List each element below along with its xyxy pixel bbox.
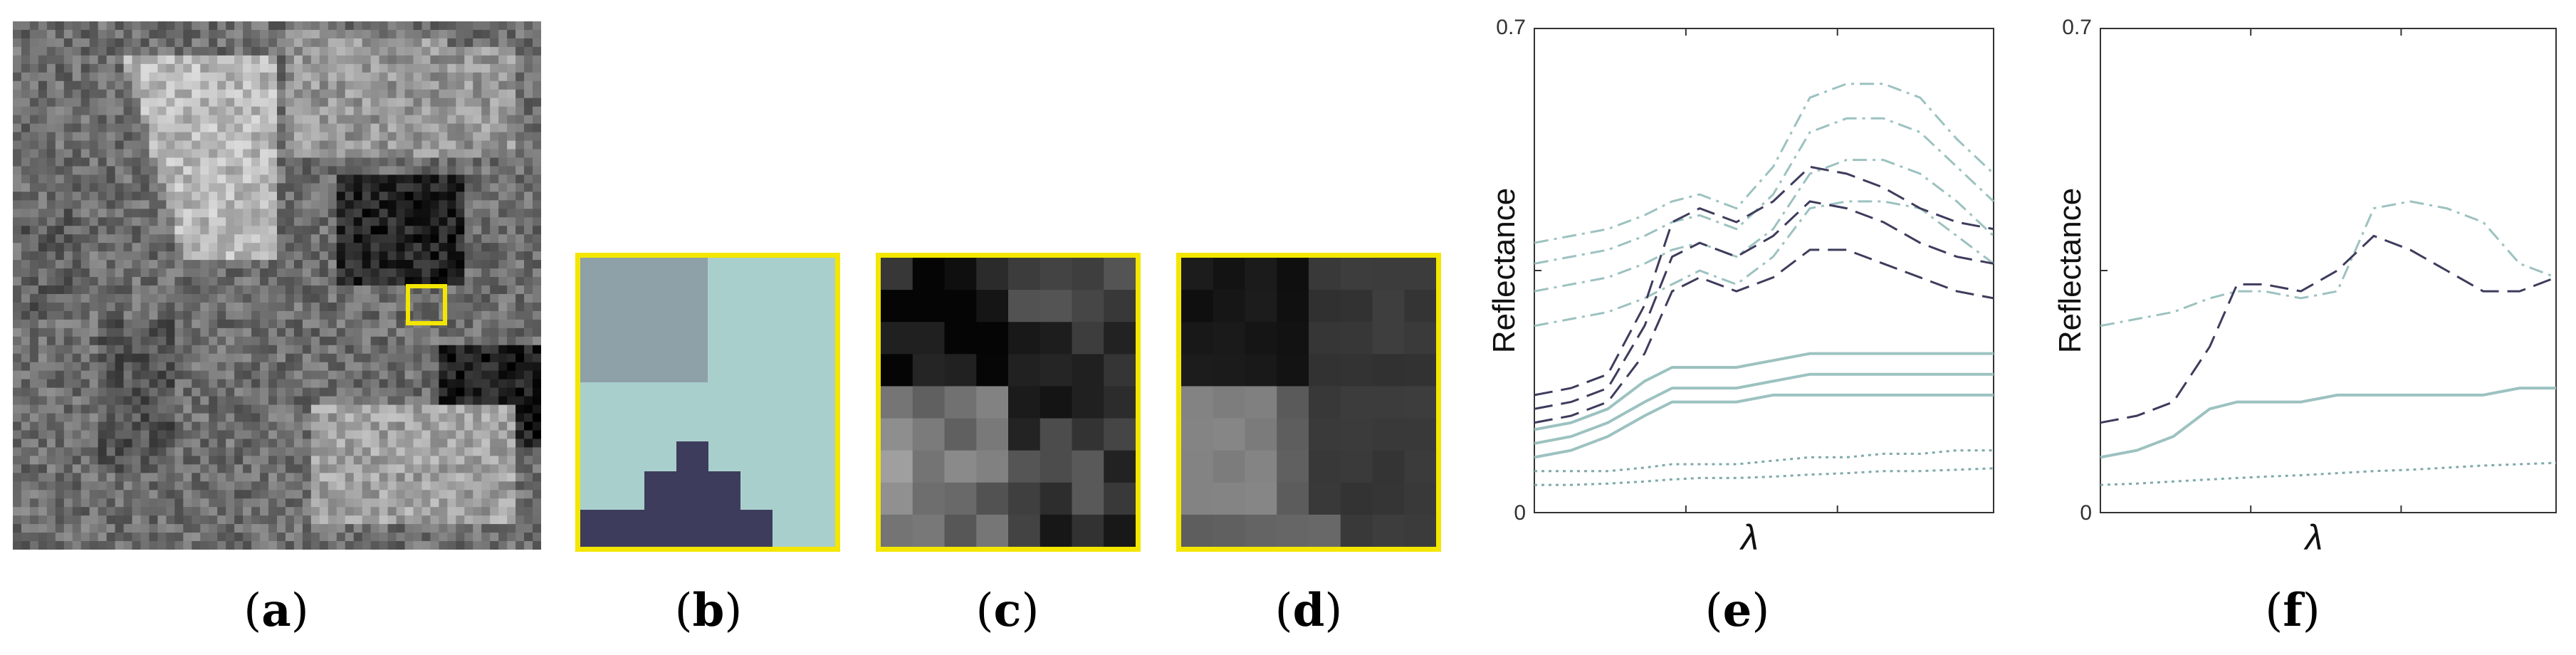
hyperspectral-band-image <box>13 21 542 550</box>
panel-c-tile <box>876 253 1141 552</box>
chart-f-xlabel: λ <box>2303 518 2323 557</box>
chart-f-ytick-label-top: 0.7 <box>2062 16 2092 39</box>
chart-e-xlabel: λ <box>1739 518 1759 557</box>
chart-e-ytick-label-0: 0 <box>1514 501 1526 525</box>
chart-f-series-line <box>2100 461 2557 486</box>
chart-f-series-line <box>2100 234 2557 424</box>
chart-e-ytick-label-top: 0.7 <box>1496 16 1526 39</box>
chart-f-series-line <box>2100 387 2556 459</box>
chart-e-series-line <box>1534 372 1994 445</box>
chart-e-series-line <box>1534 393 1994 459</box>
chart-e-series-line <box>1534 159 1995 293</box>
chart-f-series-line <box>2100 200 2557 328</box>
caption-b: (b) <box>674 584 743 637</box>
caption-e: (e) <box>1705 584 1770 637</box>
panel-d-tile <box>1176 253 1441 552</box>
spectra-chart-e: 0 0.7 Reflectance λ <box>1487 16 1995 557</box>
caption-a: (a) <box>244 584 309 637</box>
caption-d: (d) <box>1274 584 1343 637</box>
highlight-box <box>406 284 447 325</box>
chart-e-series-line <box>1534 165 1994 397</box>
spectra-chart-f: 0 0.7 Reflectance λ <box>2053 16 2557 557</box>
panel-b-graphic <box>580 258 835 547</box>
chart-f-ytick-label-0: 0 <box>2080 501 2092 525</box>
region-dark <box>580 441 773 547</box>
chart-e-series-line <box>1534 449 1994 473</box>
chart-e-series-line <box>1534 200 1994 328</box>
panel-d-graphic <box>1181 258 1436 547</box>
chart-f-ylabel: Reflectance <box>2053 188 2088 353</box>
caption-f: (f) <box>2265 584 2320 637</box>
chart-e-series-line <box>1534 83 1995 244</box>
chart-f-axes-frame <box>2100 28 2557 513</box>
panel-c-graphic <box>881 258 1136 547</box>
panel-a-image <box>13 21 542 550</box>
region-gray <box>580 258 708 382</box>
chart-e-series-line <box>1534 200 1994 410</box>
chart-e-ylabel: Reflectance <box>1487 188 1522 353</box>
chart-e-series-line <box>1534 248 1994 424</box>
image-pixels <box>13 21 542 550</box>
panel-b-tile <box>575 253 840 552</box>
panel-f-chart: 0 0.7 Reflectance λ <box>2033 0 2574 562</box>
chart-e-series-line <box>1534 467 1994 486</box>
caption-c: (c) <box>975 584 1040 637</box>
panel-e-chart: 0 0.7 Reflectance λ <box>1467 0 2015 562</box>
chart-e-axes-frame <box>1534 28 1994 513</box>
chart-e-series-line <box>1534 352 1994 431</box>
